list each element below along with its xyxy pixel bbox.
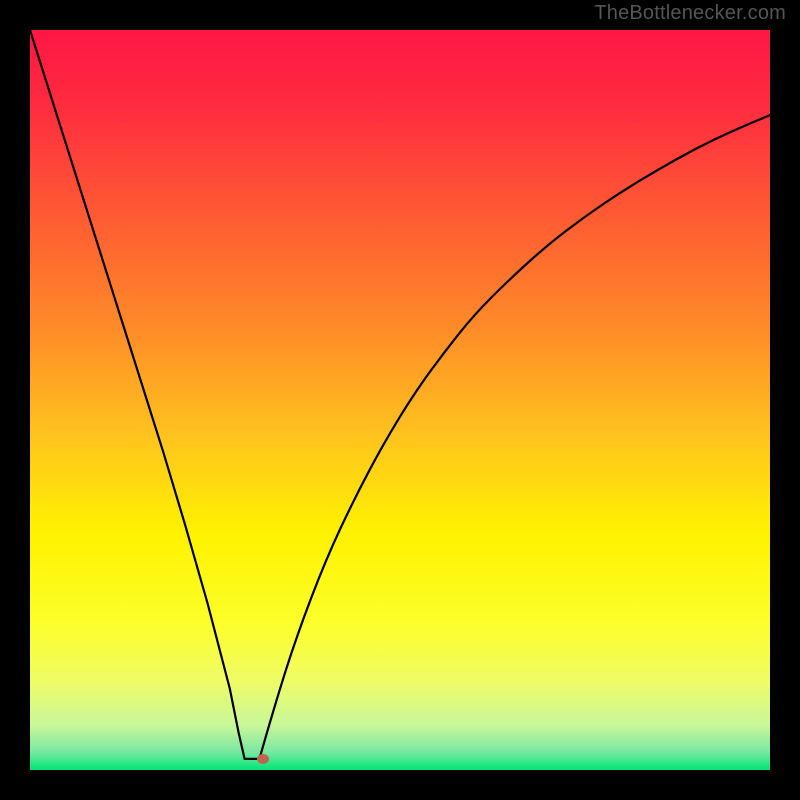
plot-area (30, 30, 770, 770)
bottleneck-curve (30, 30, 770, 770)
optimum-marker (257, 754, 269, 764)
chart-frame: TheBottlenecker.com (0, 0, 800, 800)
watermark-text: TheBottlenecker.com (594, 2, 786, 25)
